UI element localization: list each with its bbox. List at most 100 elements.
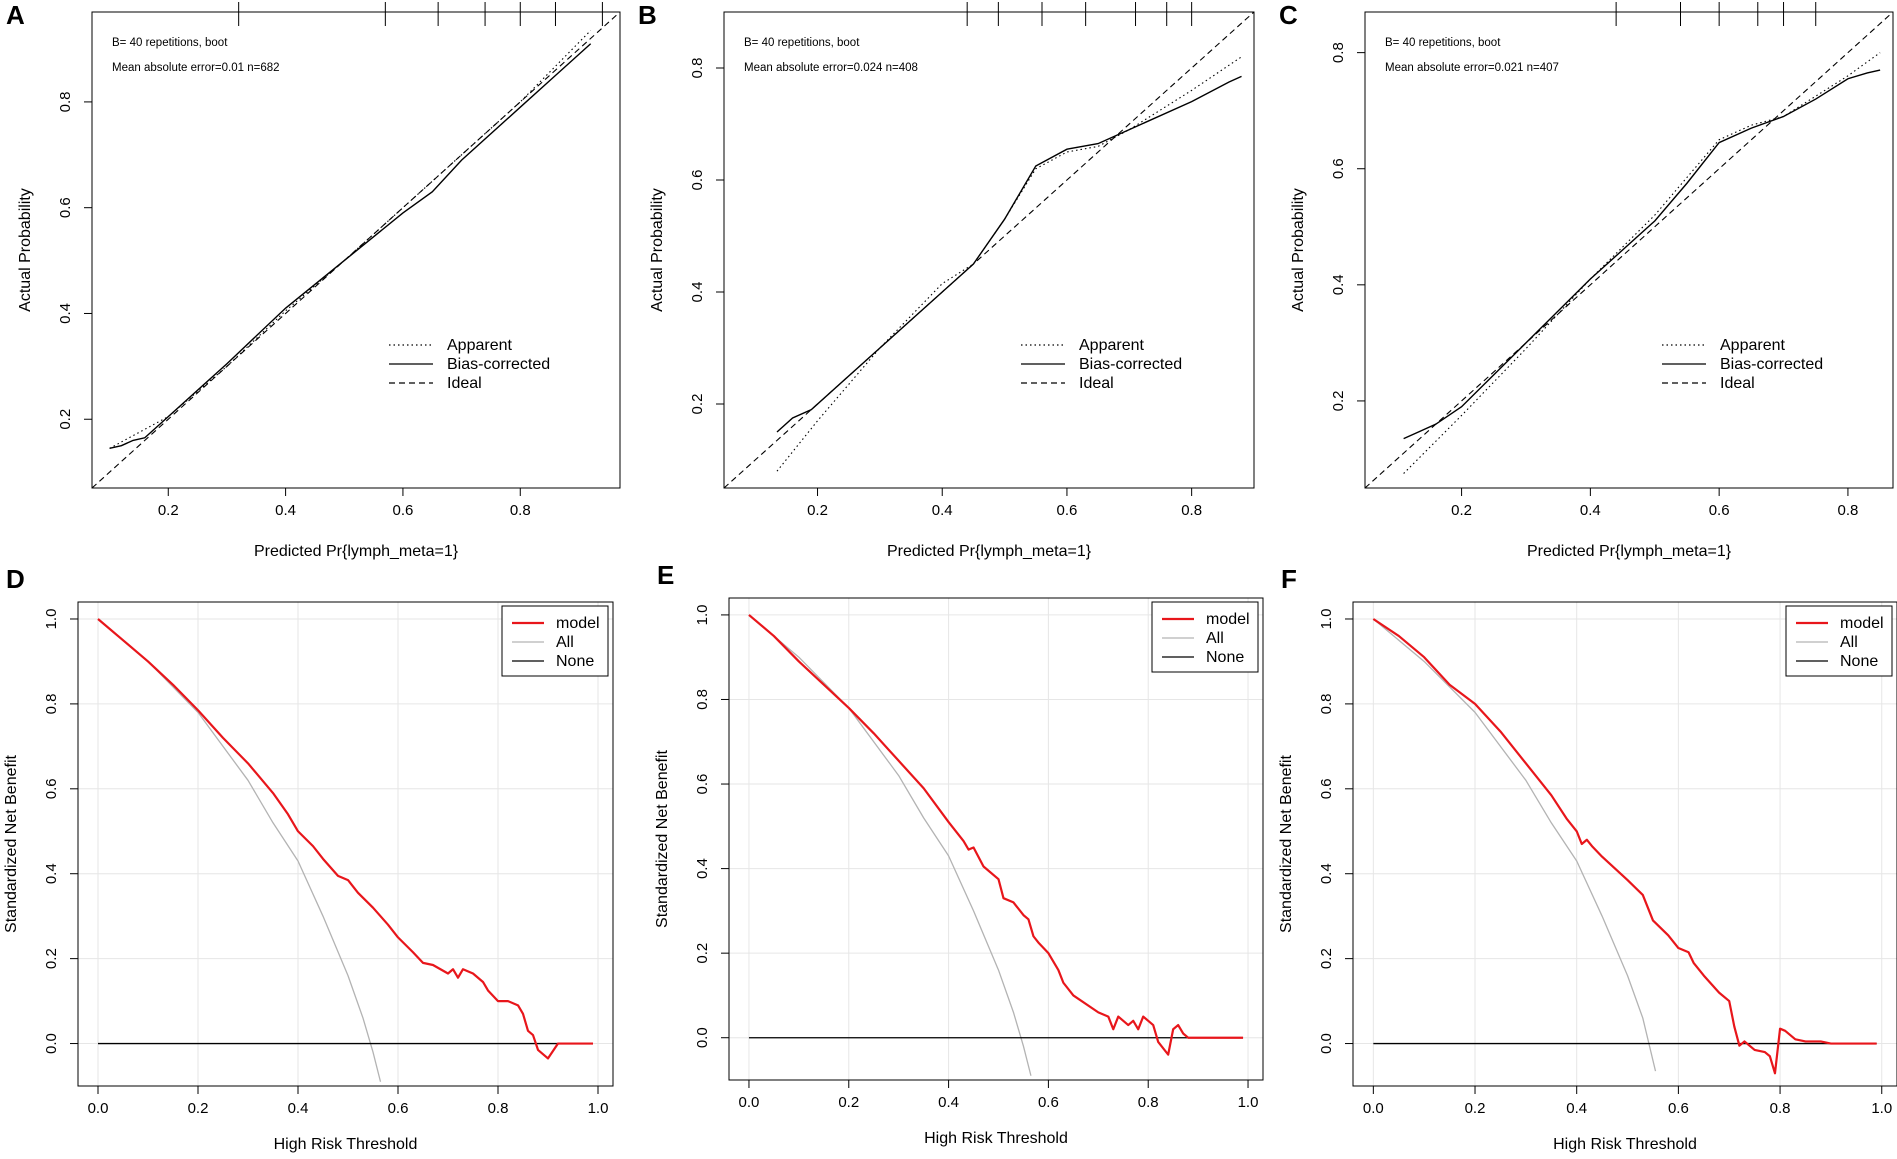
series-ideal (1364, 11, 1894, 489)
y-axis-title: Standardized Net Benefit (1278, 755, 1295, 933)
y-tick-label: 0.8 (57, 91, 74, 112)
x-tick-label: 0.0 (739, 1094, 760, 1111)
y-tick-label: 0.2 (1318, 948, 1335, 969)
plot-frame (723, 11, 1255, 489)
x-tick-label: 0.4 (288, 1100, 309, 1117)
y-tick-label: 0.8 (1318, 693, 1335, 714)
x-tick-label: 0.0 (88, 1100, 109, 1117)
y-tick-label: 1.0 (43, 609, 60, 630)
grid (729, 598, 1263, 1080)
legend-box (501, 605, 609, 677)
x-axis-title: Predicted Pr{lymph_meta=1} (887, 543, 1092, 560)
x-tick-label: 0.6 (1057, 502, 1078, 519)
y-tick-label: 0.6 (1330, 158, 1347, 179)
plot-frame (77, 601, 614, 1087)
panel-letter: C (1279, 0, 1298, 30)
y-tick-label: 0.8 (689, 58, 706, 79)
x-tick-label: 0.4 (938, 1094, 959, 1111)
y-tick-label: 0.4 (43, 863, 60, 884)
y-tick-label: 0.2 (43, 948, 60, 969)
x-tick-label: 0.4 (1580, 502, 1601, 519)
y-tick-label: 0.8 (43, 693, 60, 714)
x-axis-title: High Risk Threshold (924, 1130, 1068, 1147)
legend-label: Apparent (447, 337, 512, 354)
plot-frame (728, 597, 1264, 1081)
panel-a: A 0.2 0.2 0.4 0.4 0.6 0.6 0.8 0.8 Predicted Pr{ly… (6, 0, 621, 560)
legend: Apparent Bias-corrected Ideal (1662, 337, 1823, 392)
plot-frame (91, 11, 621, 489)
x-tick-label: 0.8 (1770, 1100, 1791, 1117)
plot-frame (1352, 601, 1897, 1087)
series-model (748, 614, 1244, 1056)
legend-label: None (1206, 649, 1244, 666)
x-tick-label: 1.0 (1238, 1094, 1259, 1111)
y-tick-label: 0.2 (694, 943, 711, 964)
legend: Apparent Bias-corrected Ideal (389, 337, 550, 392)
y-tick-label: 0.6 (694, 774, 711, 795)
x-axis-title: High Risk Threshold (274, 1136, 418, 1153)
legend-label: None (1840, 653, 1878, 670)
x-tick-label: 0.8 (1837, 502, 1858, 519)
legend-label: model (1206, 611, 1250, 628)
x-tick-label: 0.6 (1709, 502, 1730, 519)
series-apparent (109, 30, 592, 449)
y-tick-label: 0.6 (57, 197, 74, 218)
y-tick-label: 0.4 (1318, 863, 1335, 884)
y-tick-label: 0.2 (1330, 390, 1347, 411)
legend-label: model (1840, 615, 1884, 632)
series-all (1372, 618, 1657, 1072)
series-all (748, 614, 1032, 1076)
x-tick-label: 0.2 (838, 1094, 859, 1111)
panel-letter: A (6, 0, 25, 30)
legend-box (1151, 601, 1259, 673)
series-bias-corrected (1403, 69, 1881, 440)
annotation: Mean absolute error=0.021 n=407 (1385, 62, 1559, 74)
x-tick-label: 0.2 (807, 502, 828, 519)
y-tick-label: 1.0 (1318, 609, 1335, 630)
series-all (97, 618, 382, 1082)
x-tick-label: 0.8 (510, 502, 531, 519)
panel-c: C 0.2 0.2 0.4 0.4 0.6 0.6 0.8 0.8 Predicted Pr{ly… (1279, 0, 1894, 560)
legend-label: Bias-corrected (447, 356, 550, 373)
y-tick-label: 0.6 (43, 778, 60, 799)
x-tick-label: 0.6 (393, 502, 414, 519)
y-tick-label: 0.8 (1330, 42, 1347, 63)
y-axis-title: Standardized Net Benefit (654, 750, 671, 928)
legend-label: Ideal (447, 375, 482, 392)
legend-label: Apparent (1079, 337, 1144, 354)
y-axis-title: Actual Probability (649, 188, 666, 312)
legend: model All None (1785, 605, 1893, 677)
legend-label: model (556, 615, 600, 632)
y-tick-label: 0.8 (694, 689, 711, 710)
y-tick-label: 0.4 (1330, 274, 1347, 295)
y-tick-label: 1.0 (694, 604, 711, 625)
legend-label: Bias-corrected (1079, 356, 1182, 373)
panel-f: F 0.0 0.0 0.2 0.2 0.4 0.4 0.6 0.6 0.8 0.8 1.0 1.0 Hig… (1278, 564, 1897, 1153)
y-tick-label: 0.6 (689, 170, 706, 191)
x-tick-label: 0.2 (188, 1100, 209, 1117)
annotation: Mean absolute error=0.024 n=408 (744, 62, 918, 74)
x-tick-label: 0.4 (932, 502, 953, 519)
x-axis-title: Predicted Pr{lymph_meta=1} (254, 543, 459, 560)
series-bias-corrected (109, 43, 592, 450)
x-tick-label: 0.6 (388, 1100, 409, 1117)
y-tick-label: 0.2 (689, 394, 706, 415)
x-axis-title: High Risk Threshold (1553, 1136, 1697, 1153)
y-tick-label: 0.4 (689, 282, 706, 303)
series-ideal (91, 11, 621, 489)
legend: Apparent Bias-corrected Ideal (1021, 337, 1182, 392)
panel-b: B 0.2 0.2 0.4 0.4 0.6 0.6 0.8 0.8 Predicted Pr{ly… (638, 0, 1255, 560)
series-model (97, 618, 593, 1060)
y-tick-label: 0.0 (1318, 1033, 1335, 1054)
legend-label: All (556, 634, 574, 651)
x-tick-label: 0.8 (488, 1100, 509, 1117)
x-tick-label: 0.6 (1668, 1100, 1689, 1117)
x-tick-label: 1.0 (1871, 1100, 1892, 1117)
y-tick-label: 0.0 (694, 1027, 711, 1048)
x-tick-label: 0.8 (1138, 1094, 1159, 1111)
y-tick-label: 0.4 (694, 858, 711, 879)
legend: model All None (501, 605, 609, 677)
x-tick-label: 0.8 (1181, 502, 1202, 519)
x-tick-label: 0.2 (1465, 1100, 1486, 1117)
plot-frame (1364, 11, 1894, 489)
